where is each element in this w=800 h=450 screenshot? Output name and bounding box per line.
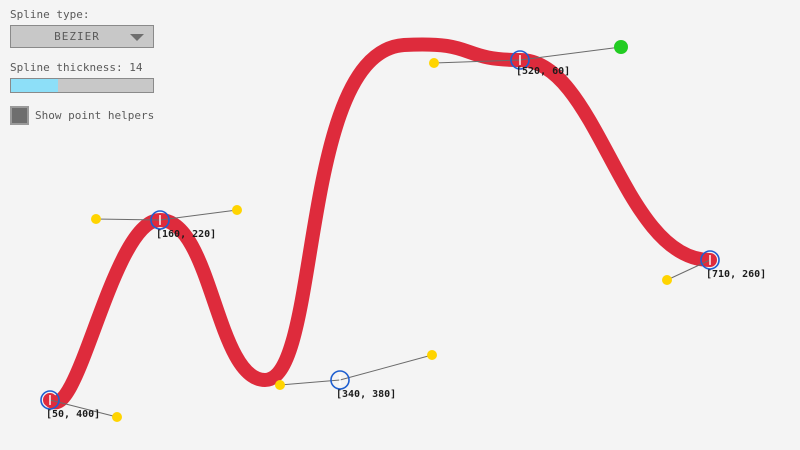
handle-dot-active[interactable] (614, 40, 628, 54)
handle-dot[interactable] (429, 58, 439, 68)
point-coord-label: [160, 220] (156, 229, 217, 240)
point-coord-label: [520, 60] (516, 66, 571, 77)
handle-line (666, 259, 711, 281)
spline-type-dropdown[interactable]: BEZIER (10, 25, 154, 48)
anchor-points-group[interactable] (40, 50, 720, 410)
chevron-down-icon (130, 33, 144, 41)
anchor-point[interactable] (510, 50, 530, 70)
handle-line (95, 218, 161, 221)
handle-dot[interactable] (232, 205, 242, 215)
handle-dots-group[interactable] (91, 40, 672, 422)
handle-line (433, 59, 521, 64)
handle-dot[interactable] (91, 214, 101, 224)
handle-dot[interactable] (427, 350, 437, 360)
handle-line (279, 379, 341, 386)
show-point-helpers-row[interactable]: Show point helpers (10, 106, 155, 125)
handle-lines-group (49, 46, 711, 418)
show-point-helpers-label: Show point helpers (35, 109, 155, 122)
spline-thickness-slider[interactable] (10, 78, 154, 93)
handle-dot[interactable] (662, 275, 672, 285)
spline-type-value: BEZIER (54, 30, 100, 43)
controls-panel: Spline type: BEZIER Spline thickness: 14… (10, 8, 155, 125)
point-coord-label: [710, 260] (706, 269, 767, 280)
spline-curve (43, 37, 717, 410)
show-point-helpers-checkbox[interactable] (10, 106, 29, 125)
anchor-point[interactable] (40, 390, 60, 410)
spacer (10, 93, 155, 106)
anchor-point[interactable] (330, 370, 350, 390)
handle-line (519, 46, 622, 61)
handle-line (159, 209, 238, 221)
spacer (10, 48, 155, 61)
handle-dot[interactable] (275, 380, 285, 390)
handle-line (339, 354, 433, 381)
anchor-point[interactable] (700, 250, 720, 270)
handle-line (49, 399, 118, 418)
anchor-point[interactable] (150, 210, 170, 230)
point-coord-label: [50, 400] (46, 409, 101, 420)
spline-thickness-label: Spline thickness: 14 (10, 61, 143, 74)
point-coord-label: [340, 380] (336, 389, 397, 400)
spline-type-label: Spline type: (10, 8, 90, 21)
slider-fill (11, 79, 58, 92)
handle-dot[interactable] (112, 412, 122, 422)
